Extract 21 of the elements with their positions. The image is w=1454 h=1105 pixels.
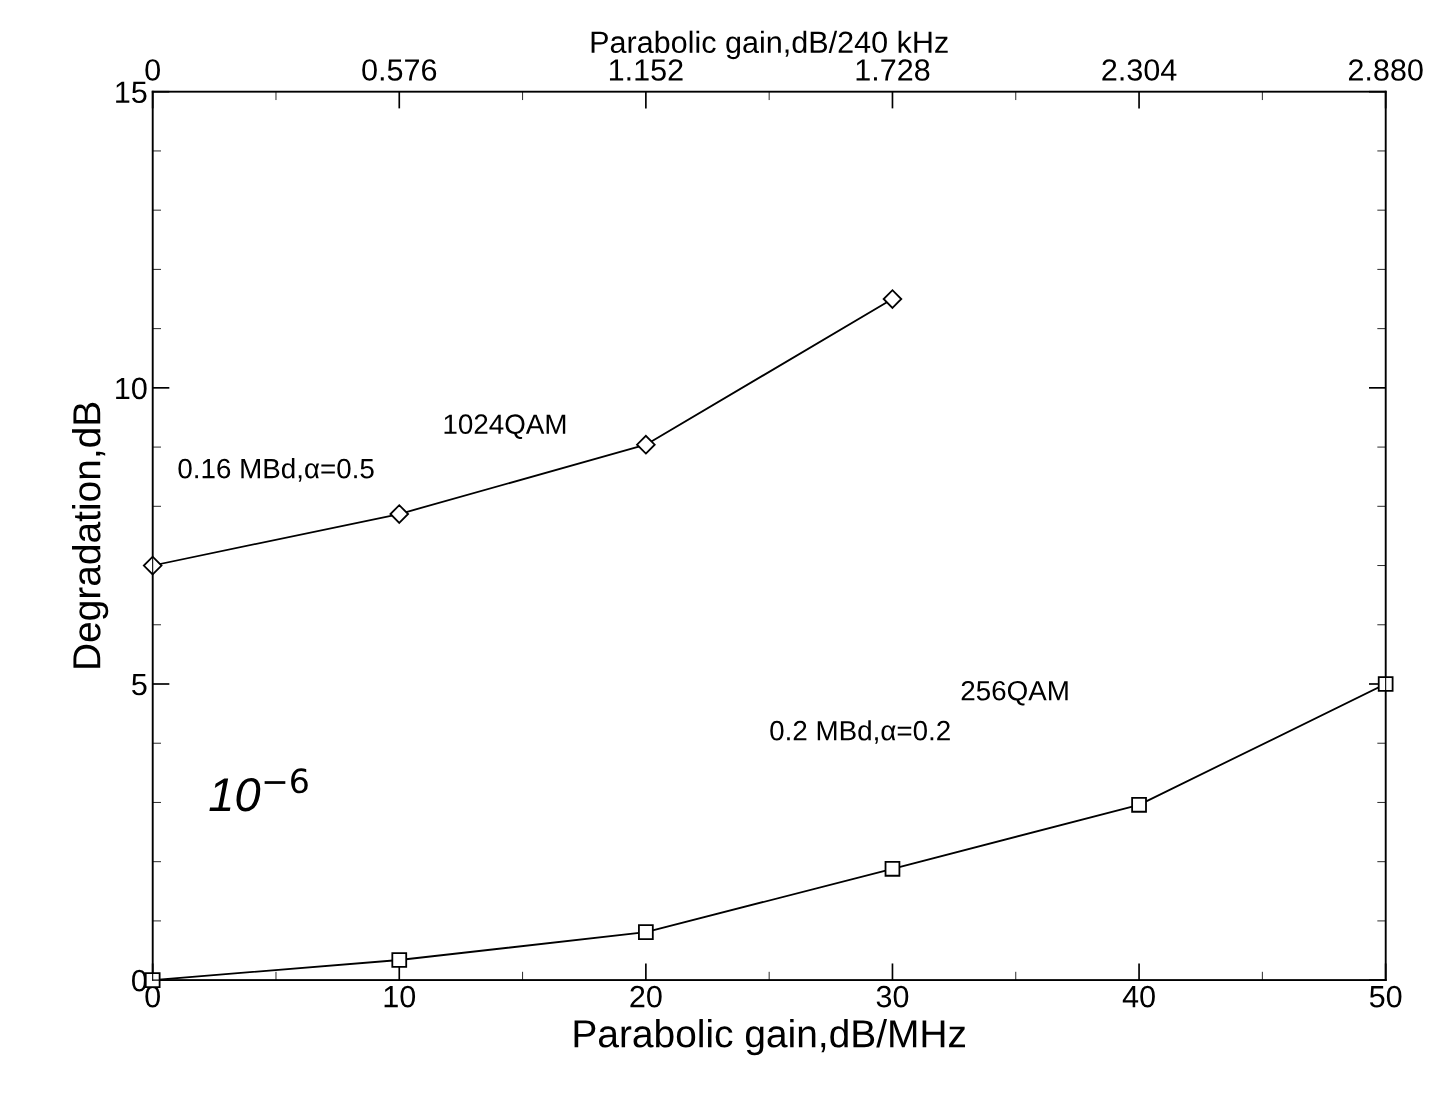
annotation: 10$^{−6}$ (209, 768, 308, 812)
x-tick-label: 40 (1122, 985, 1155, 1008)
y-axis-title: Degradation,dB (72, 402, 109, 668)
y-tick-label: 15 (116, 81, 147, 104)
annotation: 256QAM (961, 680, 1068, 706)
y-tick-label: 10 (116, 377, 147, 400)
x2-tick-label: 2.880 (1348, 59, 1423, 81)
y-tick-label: 5 (132, 674, 147, 696)
annotation: 1024QAM (444, 414, 566, 439)
x-tick-label: 20 (630, 985, 662, 1008)
x2-tick-label: 1.152 (609, 59, 683, 81)
annotation: 0.2 MBd,α=0.2 (770, 720, 950, 744)
x-axis-title: Parabolic gain,dB/MHz (574, 1019, 966, 1056)
x2-tick-label: 0.576 (362, 59, 437, 81)
x2-tick-label: 1.728 (856, 59, 930, 81)
x-tick-label: 50 (1369, 985, 1402, 1008)
x-tick-label: 10 (384, 985, 416, 1008)
annotation: 0.16 MBd,α=0.5 (178, 458, 374, 482)
x-tick-label: 30 (876, 985, 909, 1008)
x2-tick-label: 2.304 (1102, 59, 1177, 81)
x2-axis-title: Parabolic gain,dB/240 kHz (591, 30, 948, 60)
